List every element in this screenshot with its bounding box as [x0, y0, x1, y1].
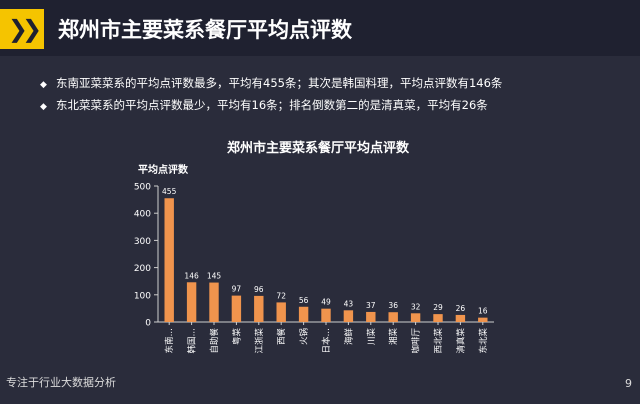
bar — [209, 282, 219, 322]
title-bar: ❯❯ 郑州市主要菜系餐厅平均点评数 — [0, 0, 640, 56]
bar — [164, 198, 174, 322]
bar-value-label: 16 — [478, 307, 488, 316]
x-tick-label: 粤菜 — [231, 328, 242, 346]
footer-tagline: 专注于行业大数据分析 — [6, 376, 116, 389]
bar — [276, 302, 286, 322]
bar — [231, 295, 242, 322]
x-tick-label: 自助餐 — [209, 328, 220, 354]
chart-title: 郑州市主要菜系餐厅平均点评数 — [227, 140, 410, 156]
bar-value-label: 72 — [276, 291, 286, 300]
x-tick-label: 川菜 — [366, 328, 377, 346]
bar-value-label: 36 — [388, 301, 398, 310]
x-tick-label: 东北菜 — [478, 328, 489, 354]
bars: 455 146 145 97 96 72 56 49 43 37 36 32 29 26 16 — [162, 187, 488, 322]
bullet-item: ◆ 东南亚菜菜系的平均点评数最多，平均有455条；其次是韩国料理，平均点评数有14… — [40, 72, 502, 94]
y-tick-label: 0 — [145, 319, 151, 329]
x-tick-label: 日本… — [321, 328, 332, 354]
x-tick-label: 西北菜 — [433, 328, 444, 354]
x-tick-label: 湘菜 — [388, 328, 399, 346]
x-tick-label: 韩国… — [187, 328, 198, 354]
bullet-text: 东北菜菜系的平均点评数最少，平均有16条；排名倒数第二的是清真菜，平均有26条 — [56, 98, 488, 112]
bar-value-label: 29 — [433, 303, 443, 312]
bar — [343, 310, 354, 322]
x-tick-label: 清真菜 — [455, 328, 466, 354]
bar — [433, 314, 443, 322]
bar-value-label: 455 — [162, 187, 177, 196]
x-tick-label: 海鲜 — [343, 328, 354, 346]
x-tick-label: 火锅 — [299, 328, 310, 345]
y-tick-label: 400 — [134, 210, 151, 220]
x-tick-label: 西餐 — [277, 328, 287, 346]
bar-value-label: 37 — [366, 301, 376, 310]
bar — [410, 313, 421, 322]
y-tick-label: 200 — [134, 264, 151, 274]
bar — [455, 314, 466, 322]
x-tick-label: 咖啡厅 — [411, 328, 422, 354]
bar — [254, 295, 264, 322]
y-tick-label: 100 — [134, 291, 151, 301]
x-tick-label: 东南… — [164, 328, 175, 354]
page-number: 9 — [625, 377, 632, 390]
bar-value-label: 56 — [299, 296, 309, 305]
bar-value-label: 97 — [232, 285, 242, 294]
bar — [321, 308, 331, 322]
bar — [478, 317, 488, 322]
double-chevron-right-icon: ❯❯ — [0, 9, 44, 49]
y-axis-label: 平均点评数 — [138, 163, 189, 176]
bullet-text: 东南亚菜菜系的平均点评数最多，平均有455条；其次是韩国料理，平均点评数有146… — [56, 76, 503, 90]
diamond-bullet-icon: ◆ — [40, 102, 47, 112]
bullet-item: ◆ 东北菜菜系的平均点评数最少，平均有16条；排名倒数第二的是清真菜，平均有26条 — [40, 94, 502, 116]
bar-value-label: 49 — [321, 298, 331, 307]
x-tick-label: 江浙菜 — [254, 328, 265, 354]
bar-value-label: 145 — [207, 272, 222, 281]
bar-value-label: 26 — [456, 304, 466, 313]
bar — [388, 312, 398, 322]
bar — [186, 282, 197, 322]
y-tick-label: 300 — [134, 237, 151, 247]
bar-value-label: 146 — [184, 271, 199, 280]
bar — [298, 306, 309, 322]
page-title: 郑州市主要菜系餐厅平均点评数 — [58, 18, 352, 42]
bar-value-label: 43 — [344, 299, 354, 308]
bar-value-label: 32 — [411, 302, 421, 311]
y-tick-label: 500 — [134, 183, 151, 193]
bar — [366, 311, 376, 322]
summary-bullets: ◆ 东南亚菜菜系的平均点评数最多，平均有455条；其次是韩国料理，平均点评数有14… — [40, 72, 502, 116]
axes: 0 100 200 300 400 500 东南… 韩国… 自助餐 粤菜 江浙菜 西餐 火锅 日本… 海鲜川… — [134, 183, 494, 354]
diamond-bullet-icon: ◆ — [40, 80, 47, 90]
bar-value-label: 96 — [254, 285, 264, 294]
